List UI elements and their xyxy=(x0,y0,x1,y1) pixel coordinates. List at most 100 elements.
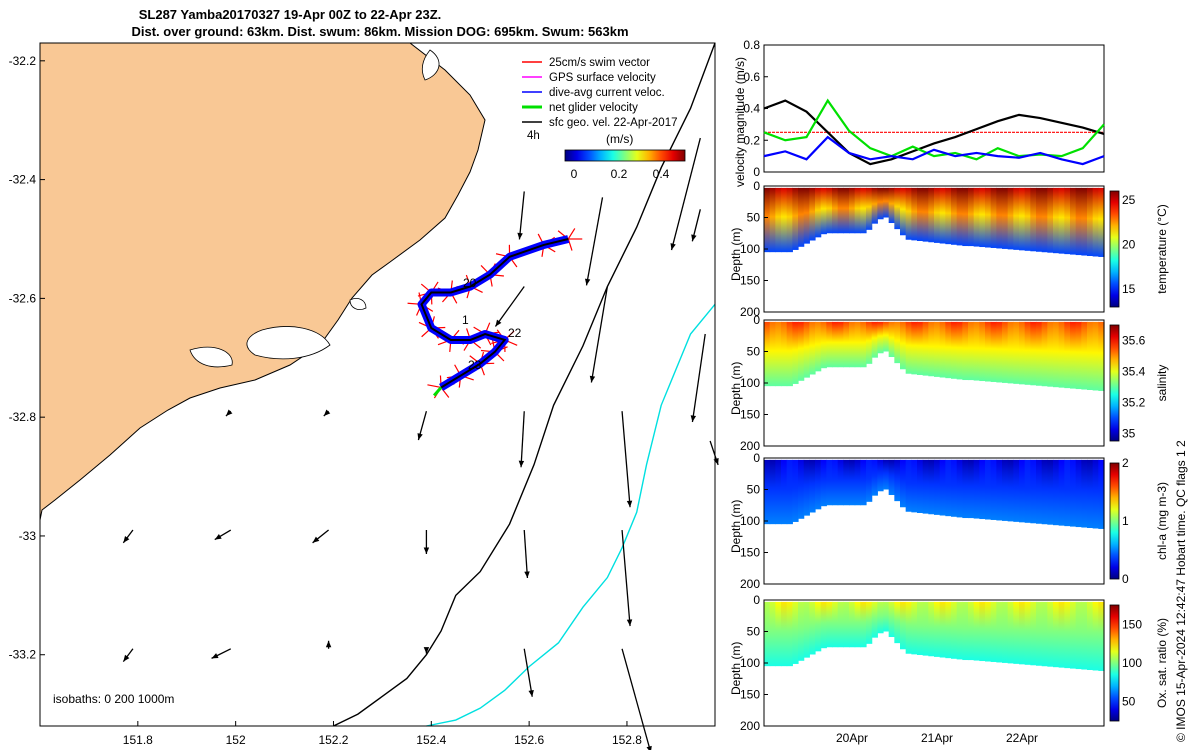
legend-label-2: dive-avg current veloc. xyxy=(549,87,665,99)
section-5-cast-25 xyxy=(905,601,912,654)
section-2-cast-42 xyxy=(1002,187,1009,249)
section-2-cast-11 xyxy=(826,187,833,234)
section-3-cast-2 xyxy=(775,321,782,387)
section-2-cast-6 xyxy=(798,187,805,247)
legend-label-0: 25cm/s swim vector xyxy=(549,57,650,69)
section-2-cast-27 xyxy=(917,187,924,241)
section-5-cast-18 xyxy=(866,601,873,644)
section-5-cast-19 xyxy=(871,601,878,638)
sfc-geo-vector-19 xyxy=(523,648,533,697)
section-5-cast-51 xyxy=(1053,601,1060,668)
section-4-cast-45 xyxy=(1019,459,1026,523)
section-3-cbar-tick-0: 35 xyxy=(1122,426,1136,440)
section-2-cast-9 xyxy=(815,187,822,238)
section-4-cast-49 xyxy=(1041,459,1048,525)
section-5-cast-57 xyxy=(1087,601,1094,671)
salinity-section: 0 50 100 150 200 Depth (m) 35 35.2 35.4 35.6 salin… xyxy=(729,313,1169,453)
oxygen-section: 0 50 100 150 200 Depth (m) 50 100 150 Ox. sat. ra… xyxy=(729,593,1169,745)
section-4-cast-50 xyxy=(1047,459,1054,525)
section-5-cast-38 xyxy=(979,601,986,662)
colorbar-tick-0: 0 xyxy=(571,167,578,181)
section-4-cast-7 xyxy=(803,459,810,516)
section-4-cast-57 xyxy=(1087,459,1094,529)
vel-ytick-0: 0 xyxy=(753,165,760,179)
section-2-cast-16 xyxy=(854,187,861,234)
section-5-cast-30 xyxy=(934,601,941,657)
date-tick-0: 20Apr xyxy=(836,731,868,745)
section-5-cbar-tick-2: 150 xyxy=(1122,617,1142,631)
section-2-cast-45 xyxy=(1019,187,1026,251)
time-label: 4h xyxy=(527,130,540,142)
section-5-cast-36 xyxy=(968,601,975,661)
legend-label-4: sfc geo. vel. 22-Apr-2017 xyxy=(549,117,678,129)
velocity-frame xyxy=(763,44,1105,173)
section-4-cast-43 xyxy=(1007,459,1014,522)
temperature-section: 0 50 100 150 200 Depth (m) 15 20 25 temperature (… xyxy=(729,179,1169,319)
section-3-cast-29 xyxy=(928,321,935,377)
section-5-cast-10 xyxy=(820,601,827,649)
sfc-geo-arrowhead-12 xyxy=(225,409,233,417)
section-2-cast-55 xyxy=(1075,187,1082,256)
section-3-cast-37 xyxy=(973,321,980,381)
section-2-cast-10 xyxy=(820,187,827,235)
section-3-cast-54 xyxy=(1070,321,1077,389)
section-2-cast-56 xyxy=(1081,187,1088,256)
section-5-cast-45 xyxy=(1019,601,1026,665)
vel-ytick-2: 0.4 xyxy=(743,102,760,116)
section-2-cast-58 xyxy=(1092,187,1099,257)
track-day-mark-2: 22 xyxy=(508,326,522,340)
figure-title-line-2: Dist. over ground: 63km. Dist. swum: 86k… xyxy=(131,24,628,39)
section-2-ylabel: Depth (m) xyxy=(729,228,743,281)
section-5-colorbar xyxy=(1109,604,1120,722)
section-2-cast-53 xyxy=(1064,187,1071,255)
section-5-cbar-tick-1: 100 xyxy=(1122,656,1142,670)
section-4-cast-20 xyxy=(877,459,884,492)
map-xtick-2: 152.2 xyxy=(318,733,348,747)
section-5-cast-20 xyxy=(877,601,884,634)
map-xtick-4: 152.6 xyxy=(514,733,544,747)
section-2-cast-24 xyxy=(900,187,907,236)
section-2-cast-49 xyxy=(1041,187,1048,253)
section-2-cast-2 xyxy=(775,187,782,253)
section-5-cast-53 xyxy=(1064,601,1071,669)
section-4-ytick-1: 50 xyxy=(747,483,761,497)
section-4-ylabel: Depth (m) xyxy=(729,500,743,553)
section-4-cast-23 xyxy=(894,459,901,502)
section-4-cast-25 xyxy=(905,459,912,512)
map-xtick-5: 152.8 xyxy=(612,733,642,747)
section-4-ytick-4: 200 xyxy=(740,577,760,591)
section-3-cast-14 xyxy=(843,321,850,368)
section-5-cast-35 xyxy=(962,601,969,661)
section-4-cbar-tick-0: 0 xyxy=(1122,572,1129,586)
section-5-cast-8 xyxy=(809,601,816,655)
section-3-cast-25 xyxy=(905,321,912,374)
section-3-cast-19 xyxy=(871,321,878,358)
section-5-cast-7 xyxy=(803,601,810,658)
section-4-cast-6 xyxy=(798,459,805,519)
section-2-cbar-tick-1: 20 xyxy=(1122,238,1136,252)
section-3-cast-39 xyxy=(985,321,992,382)
sfc-geo-vector-14 xyxy=(621,529,631,627)
section-3-cast-56 xyxy=(1081,321,1088,390)
sfc-geo-vector-1 xyxy=(585,197,604,286)
section-5-cast-33 xyxy=(951,601,958,659)
section-5-cast-59 xyxy=(1098,601,1105,671)
section-5-cast-5 xyxy=(792,601,799,664)
section-2-cast-3 xyxy=(781,187,788,253)
section-3-cast-42 xyxy=(1002,321,1009,383)
section-3-ytick-2: 100 xyxy=(740,376,760,390)
section-4-cast-58 xyxy=(1092,459,1099,529)
sfc-geo-arrowhead-1 xyxy=(584,278,591,286)
section-2-cast-38 xyxy=(979,187,986,248)
section-2-cast-5 xyxy=(792,187,799,250)
section-5-cast-32 xyxy=(945,601,952,659)
section-2-cast-30 xyxy=(934,187,941,243)
section-2-cast-12 xyxy=(832,187,839,234)
section-2-cast-29 xyxy=(928,187,935,243)
sfc-geo-arrowhead-17 xyxy=(214,533,222,540)
section-3-cast-1 xyxy=(769,321,776,387)
section-4-cast-37 xyxy=(973,459,980,519)
section-3-ytick-4: 200 xyxy=(740,439,760,453)
section-3-cast-24 xyxy=(900,321,907,370)
section-5-cbar-label: Ox. sat. ratio (%) xyxy=(1155,618,1169,708)
